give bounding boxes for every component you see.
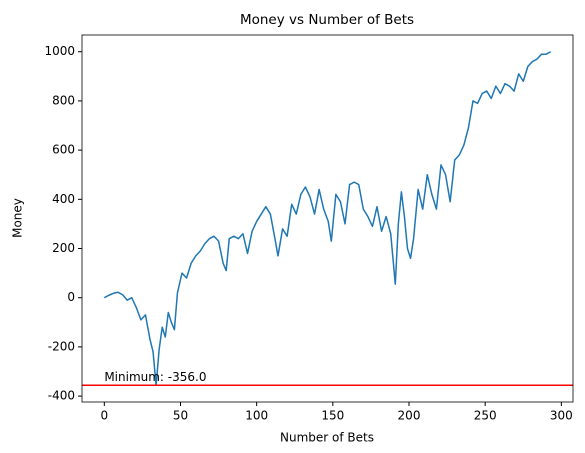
minimum-annotation: Minimum: -356.0 — [104, 370, 206, 384]
x-tick-label: 300 — [550, 409, 573, 423]
x-tick-label: 0 — [100, 409, 108, 423]
x-tick-label: 50 — [173, 409, 188, 423]
chart-title: Money vs Number of Bets — [240, 12, 414, 28]
y-tick-label: 0 — [67, 290, 75, 304]
y-axis-label: Money — [11, 198, 25, 238]
y-tick-label: 200 — [52, 241, 75, 255]
x-axis-label: Number of Bets — [280, 431, 374, 445]
y-tick-label: 400 — [52, 192, 75, 206]
y-tick-label: 800 — [52, 93, 75, 107]
y-tick-label: -400 — [48, 389, 75, 403]
y-tick-label: 600 — [52, 143, 75, 157]
x-tick-label: 150 — [321, 409, 344, 423]
plot-frame — [81, 34, 574, 403]
x-tick-label: 200 — [398, 409, 421, 423]
x-tick-label: 100 — [245, 409, 268, 423]
y-tick-label: -200 — [48, 339, 75, 353]
money-line — [103, 51, 552, 387]
y-tick-label: 1000 — [44, 44, 75, 58]
x-tick-label: 250 — [474, 409, 497, 423]
